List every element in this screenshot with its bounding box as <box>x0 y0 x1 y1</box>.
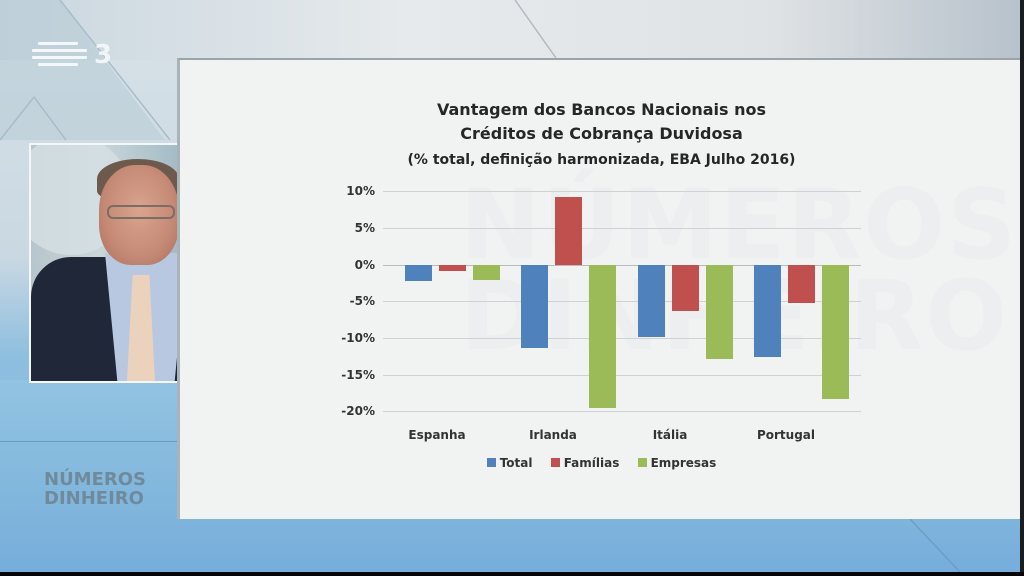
presenter-glasses <box>107 205 175 219</box>
bar-empresas-portugal <box>821 265 849 400</box>
background-top <box>0 0 1020 60</box>
bar-familias-espanha <box>439 265 466 271</box>
legend-item-empresas: Empresas <box>637 456 717 470</box>
bar-familias-portugal <box>787 265 815 304</box>
y-tick-label: -5% <box>349 294 375 308</box>
chart-title-line1: Vantagem dos Bancos Nacionais nos <box>437 100 766 119</box>
bar-empresas-espanha <box>473 265 500 280</box>
plot-area: 10% 5% 0% -5% -10% -15% -20% Espanha Irl… <box>341 178 863 442</box>
legend-swatch-total <box>486 458 496 467</box>
x-category-label: Irlanda <box>529 428 577 442</box>
bar-empresas-italia <box>705 265 733 359</box>
legend-label: Empresas <box>650 456 717 470</box>
legend-swatch-empresas <box>637 458 647 467</box>
legend-label: Famílias <box>563 456 620 470</box>
x-category-label: Itália <box>652 428 688 442</box>
y-tick-label: 10% <box>346 184 375 198</box>
legend-label: Total <box>499 456 533 470</box>
x-category-label: Espanha <box>408 428 466 442</box>
chart-slide: NÚMEROS DINHEIRO Vantagem dos Bancos Naci… <box>177 58 1020 519</box>
gridline <box>383 301 861 302</box>
y-tick-label: 5% <box>354 221 375 235</box>
frame-edge-bottom <box>0 572 1024 576</box>
presenter-tie <box>127 275 155 381</box>
bar-total-italia <box>637 265 665 337</box>
gridline <box>383 411 861 412</box>
bar-empresas-irlanda <box>589 265 617 409</box>
chart-legend: Total Famílias Empresas <box>180 456 1020 470</box>
bar-total-irlanda <box>521 265 549 348</box>
legend-item-familias: Famílias <box>550 456 620 470</box>
show-logo-line2: DINHEIRO <box>44 488 144 509</box>
chart-title-line2: Créditos de Cobrança Duvidosa <box>460 124 743 143</box>
y-tick-label: -10% <box>341 331 375 345</box>
legend-swatch-familias <box>550 458 560 467</box>
bar-familias-italia <box>671 265 699 312</box>
rtp-bars-icon <box>32 42 88 72</box>
chart-subtitle: (% total, definição harmonizada, EBA Jul… <box>407 152 796 168</box>
gridline <box>383 338 861 339</box>
show-logo-line1: NÚMEROS <box>44 469 147 490</box>
gridline <box>383 228 861 229</box>
frame-edge-right <box>1020 0 1024 576</box>
channel-number: 3 <box>94 40 113 70</box>
y-tick-label: -15% <box>341 368 375 382</box>
gridline-zero <box>383 265 861 266</box>
channel-logo: 3 <box>32 40 122 72</box>
y-tick-label: 0% <box>354 258 375 272</box>
bar-total-espanha <box>405 265 432 282</box>
show-logo: NÚMEROS DINHEIRO <box>44 470 164 530</box>
y-tick-label: -20% <box>341 404 375 418</box>
gridline <box>383 191 861 192</box>
bar-familias-irlanda <box>555 197 583 265</box>
background-rule <box>0 441 178 442</box>
bar-total-portugal <box>753 265 781 357</box>
gridline <box>383 375 861 376</box>
legend-item-total: Total <box>486 456 533 470</box>
x-category-label: Portugal <box>756 428 816 442</box>
